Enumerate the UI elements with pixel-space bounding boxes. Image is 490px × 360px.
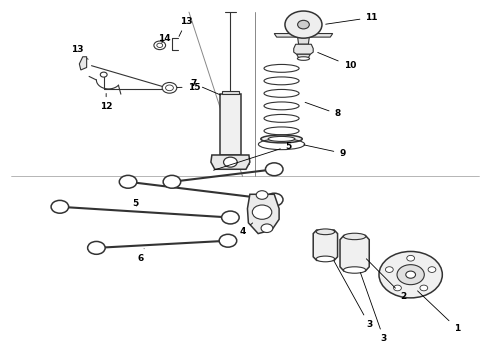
Circle shape bbox=[252, 205, 272, 219]
Circle shape bbox=[256, 191, 268, 199]
Polygon shape bbox=[297, 37, 309, 44]
Polygon shape bbox=[211, 155, 250, 169]
Circle shape bbox=[162, 82, 177, 93]
Circle shape bbox=[100, 72, 107, 77]
Ellipse shape bbox=[343, 267, 366, 273]
Circle shape bbox=[51, 201, 69, 213]
Circle shape bbox=[406, 271, 416, 278]
Polygon shape bbox=[294, 44, 313, 54]
Text: 5: 5 bbox=[132, 199, 139, 208]
Circle shape bbox=[297, 20, 309, 29]
Ellipse shape bbox=[297, 57, 310, 60]
Ellipse shape bbox=[316, 256, 335, 262]
Text: 11: 11 bbox=[326, 13, 378, 24]
Circle shape bbox=[219, 234, 237, 247]
Text: 6: 6 bbox=[137, 249, 144, 263]
Circle shape bbox=[261, 224, 273, 233]
Text: 13: 13 bbox=[179, 17, 193, 36]
Text: 10: 10 bbox=[318, 53, 356, 70]
Circle shape bbox=[157, 43, 163, 48]
Text: 12: 12 bbox=[100, 94, 112, 111]
Text: 3: 3 bbox=[361, 273, 387, 343]
Text: 4: 4 bbox=[240, 223, 253, 236]
Polygon shape bbox=[221, 91, 239, 94]
Text: 3: 3 bbox=[334, 261, 372, 329]
Polygon shape bbox=[220, 94, 241, 155]
Text: 1: 1 bbox=[417, 291, 460, 333]
Text: 2: 2 bbox=[367, 259, 407, 301]
Circle shape bbox=[393, 285, 401, 291]
Circle shape bbox=[428, 267, 436, 273]
Text: 8: 8 bbox=[305, 102, 341, 118]
Polygon shape bbox=[340, 235, 369, 271]
Ellipse shape bbox=[261, 135, 302, 143]
Text: 13: 13 bbox=[71, 45, 88, 59]
Ellipse shape bbox=[268, 136, 295, 141]
Text: 7: 7 bbox=[191, 79, 220, 95]
Circle shape bbox=[166, 85, 173, 91]
Circle shape bbox=[386, 267, 393, 273]
Polygon shape bbox=[274, 33, 333, 37]
Circle shape bbox=[420, 285, 428, 291]
Polygon shape bbox=[313, 230, 338, 260]
Ellipse shape bbox=[316, 229, 335, 235]
Polygon shape bbox=[79, 57, 87, 70]
Circle shape bbox=[154, 41, 166, 50]
Text: 5: 5 bbox=[214, 141, 292, 170]
Circle shape bbox=[397, 265, 424, 285]
Circle shape bbox=[266, 193, 283, 206]
Ellipse shape bbox=[343, 233, 366, 240]
Polygon shape bbox=[247, 194, 279, 234]
Circle shape bbox=[88, 242, 105, 254]
Circle shape bbox=[379, 251, 442, 298]
Text: 14: 14 bbox=[158, 35, 171, 44]
Circle shape bbox=[407, 255, 415, 261]
Circle shape bbox=[266, 163, 283, 176]
Text: 15: 15 bbox=[177, 83, 200, 92]
Circle shape bbox=[221, 211, 239, 224]
Circle shape bbox=[119, 175, 137, 188]
Circle shape bbox=[163, 175, 181, 188]
Circle shape bbox=[223, 157, 237, 167]
Text: 9: 9 bbox=[304, 145, 345, 158]
Polygon shape bbox=[296, 54, 310, 59]
Circle shape bbox=[285, 11, 322, 38]
